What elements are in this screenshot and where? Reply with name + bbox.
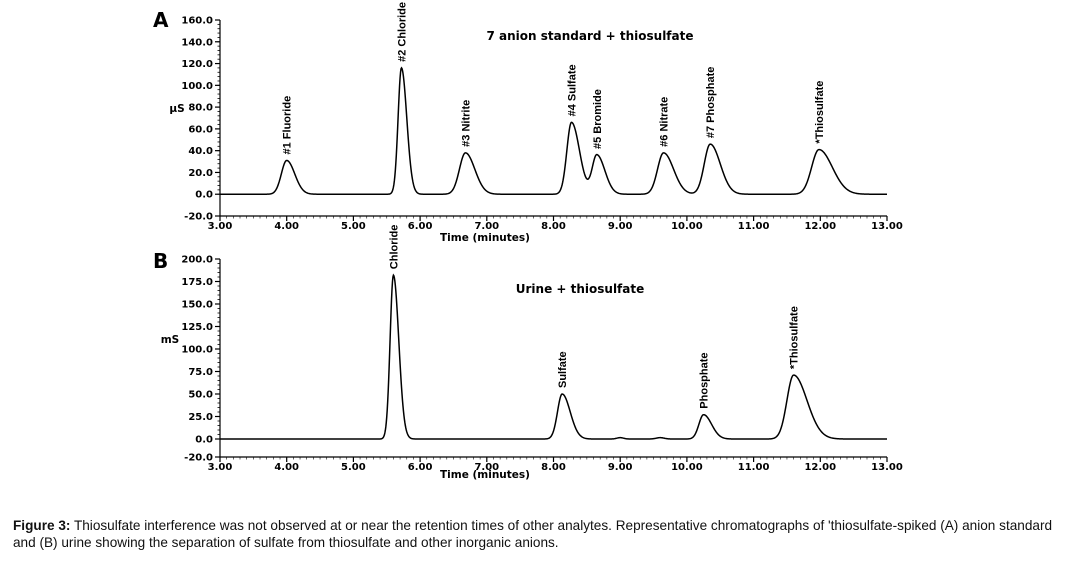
- panel-b-peak-label: Sulfate: [557, 351, 569, 388]
- panel-a-peak-label: #7 Phosphate: [705, 67, 717, 139]
- caption-label: Figure 3:: [13, 518, 71, 533]
- panel-a-title: 7 anion standard + thiosulfate: [487, 29, 694, 43]
- panel-b-peak-label: *Thiosulfate: [789, 306, 801, 369]
- panel-a-peak-label: #5 Bromide: [592, 89, 604, 149]
- panel-a-trace-line: [220, 66, 887, 195]
- panel-a-peak-label: #3 Nitrite: [460, 100, 472, 147]
- panel-b-y-tick-label: 75.0: [188, 367, 213, 378]
- panel-b-y-tick-label: 200.0: [181, 255, 213, 266]
- panel-a-peak-label: #2 Chloride: [396, 2, 408, 62]
- panel-a-x-tick-label: 10.00: [671, 221, 703, 232]
- panel-a-chromatogram: A 7 anion standard + thiosulfate µS Time (m…: [153, 2, 903, 244]
- panel-b-x-tick-label: 10.00: [671, 462, 703, 473]
- panel-a-y-tick-label: 20.0: [188, 168, 213, 179]
- panel-a-y-tick-label: 60.0: [188, 124, 213, 135]
- panel-b-letter: B: [153, 249, 168, 273]
- panel-b-y-tick-label: 0.0: [195, 435, 213, 446]
- panel-b-y-tick-label: 150.0: [181, 300, 213, 311]
- panel-a-x-tick-label: 9.00: [608, 221, 633, 232]
- panel-a-x-tick-label: 11.00: [738, 221, 770, 232]
- figure-caption: Figure 3: Thiosulfate interference was n…: [13, 517, 1072, 551]
- panel-b-trace-line: [220, 273, 887, 440]
- panel-a-y-tick-label: 120.0: [181, 59, 213, 70]
- panel-a-x-tick-label: 12.00: [804, 221, 836, 232]
- chromatogram-figure: A 7 anion standard + thiosulfate µS Time (m…: [153, 2, 903, 481]
- panel-b-peak-label: Phosphate: [699, 352, 711, 408]
- panel-a-y-tick-label: 0.0: [195, 190, 213, 201]
- panel-a-x-tick-label: 5.00: [341, 221, 366, 232]
- panel-a-y-tick-label: -20.0: [184, 212, 213, 223]
- panel-a-x-tick-label: 3.00: [208, 221, 233, 232]
- panel-a-y-tick-label: 80.0: [188, 103, 213, 114]
- panel-b-ylabel: mS: [161, 334, 180, 346]
- panel-a-y-tick-label: 140.0: [181, 37, 213, 48]
- panel-b-x-tick-label: 11.00: [738, 462, 770, 473]
- panel-a-y-tick-label: 160.0: [181, 16, 213, 27]
- panel-b-x-tick-label: 13.00: [871, 462, 903, 473]
- panel-a-x-tick-label: 13.00: [871, 221, 903, 232]
- panel-a-peak-label: #1 Fluoride: [282, 96, 294, 155]
- panel-b-x-tick-label: 8.00: [541, 462, 566, 473]
- panel-a-x-tick-label: 7.00: [474, 221, 499, 232]
- panel-b-title: Urine + thiosulfate: [516, 282, 645, 296]
- panel-a-peak-label: #4 Sulfate: [567, 64, 579, 116]
- panel-b-x-tick-label: 4.00: [274, 462, 299, 473]
- panel-b-x-tick-label: 3.00: [208, 462, 233, 473]
- panel-a-y-tick-label: 40.0: [188, 146, 213, 157]
- panel-a-peak-label: #6 Nitrate: [659, 97, 671, 147]
- panel-b-chromatogram: B Urine + thiosulfate mS Time (minutes) 200.…: [153, 225, 903, 481]
- panel-b-y-tick-label: -20.0: [184, 453, 213, 464]
- panel-b-peak-label: Chloride: [388, 225, 400, 270]
- panel-a-xlabel: Time (minutes): [440, 232, 530, 244]
- panel-b-y-tick-label: 175.0: [181, 277, 213, 288]
- panel-b-y-tick-label: 100.0: [181, 345, 213, 356]
- caption-text: Thiosulfate interference was not observe…: [13, 518, 1053, 550]
- panel-b-xlabel: Time (minutes): [440, 469, 530, 481]
- panel-b-x-tick-label: 12.00: [804, 462, 836, 473]
- panel-b-x-tick-label: 5.00: [341, 462, 366, 473]
- panel-b-x-tick-label: 7.00: [474, 462, 499, 473]
- panel-b-y-tick-label: 125.0: [181, 322, 213, 333]
- panel-b-y-tick-label: 50.0: [188, 390, 213, 401]
- panel-b-x-tick-label: 6.00: [408, 462, 433, 473]
- panel-a-x-tick-label: 4.00: [274, 221, 299, 232]
- panel-b-y-tick-label: 25.0: [188, 412, 213, 423]
- panel-a-peak-label: *Thiosulfate: [814, 81, 826, 144]
- panel-a-ylabel: µS: [169, 103, 184, 115]
- panel-a-y-tick-label: 100.0: [181, 81, 213, 92]
- panel-a-x-tick-label: 8.00: [541, 221, 566, 232]
- panel-b-x-tick-label: 9.00: [608, 462, 633, 473]
- panel-a-x-tick-label: 6.00: [408, 221, 433, 232]
- panel-a-letter: A: [153, 8, 169, 32]
